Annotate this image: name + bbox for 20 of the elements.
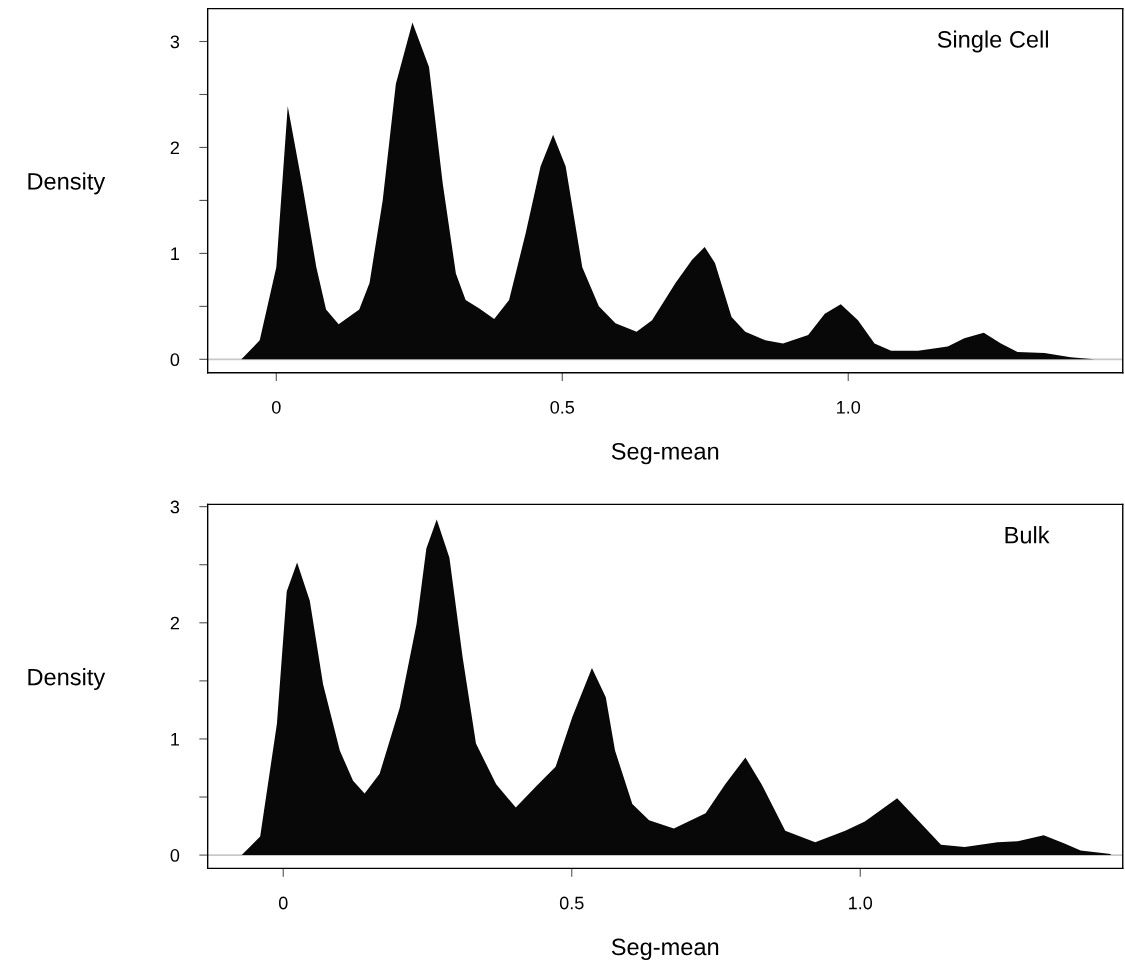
- x-axis-title: Seg-mean: [611, 442, 719, 465]
- y-tick-label: 1: [171, 247, 180, 260]
- y-tick-label: 3: [170, 35, 180, 49]
- annotation: Single Cell: [937, 30, 1048, 53]
- x-tick-label: 0.5: [550, 400, 575, 414]
- y-tick-label: 0: [170, 849, 180, 862]
- x-tick-label: 1.0: [837, 400, 861, 414]
- x-tick-label: 0.5: [559, 896, 584, 910]
- y-axis-title: Density: [28, 172, 106, 195]
- y-tick-label: 2: [170, 616, 179, 630]
- x-axis-title: Seg-mean: [611, 938, 719, 960]
- x-tick-label: 1.0: [849, 896, 873, 910]
- x-tick-label: 0: [271, 400, 281, 414]
- x-tick-label: 0: [278, 896, 288, 910]
- y-tick-label: 3: [170, 500, 180, 514]
- y-tick-label: 2: [170, 141, 179, 154]
- annotation: Bulk: [1005, 526, 1050, 544]
- y-tick-label: 1: [171, 733, 180, 746]
- y-axis-title: Density: [28, 668, 106, 691]
- y-tick-label: 0: [170, 353, 180, 367]
